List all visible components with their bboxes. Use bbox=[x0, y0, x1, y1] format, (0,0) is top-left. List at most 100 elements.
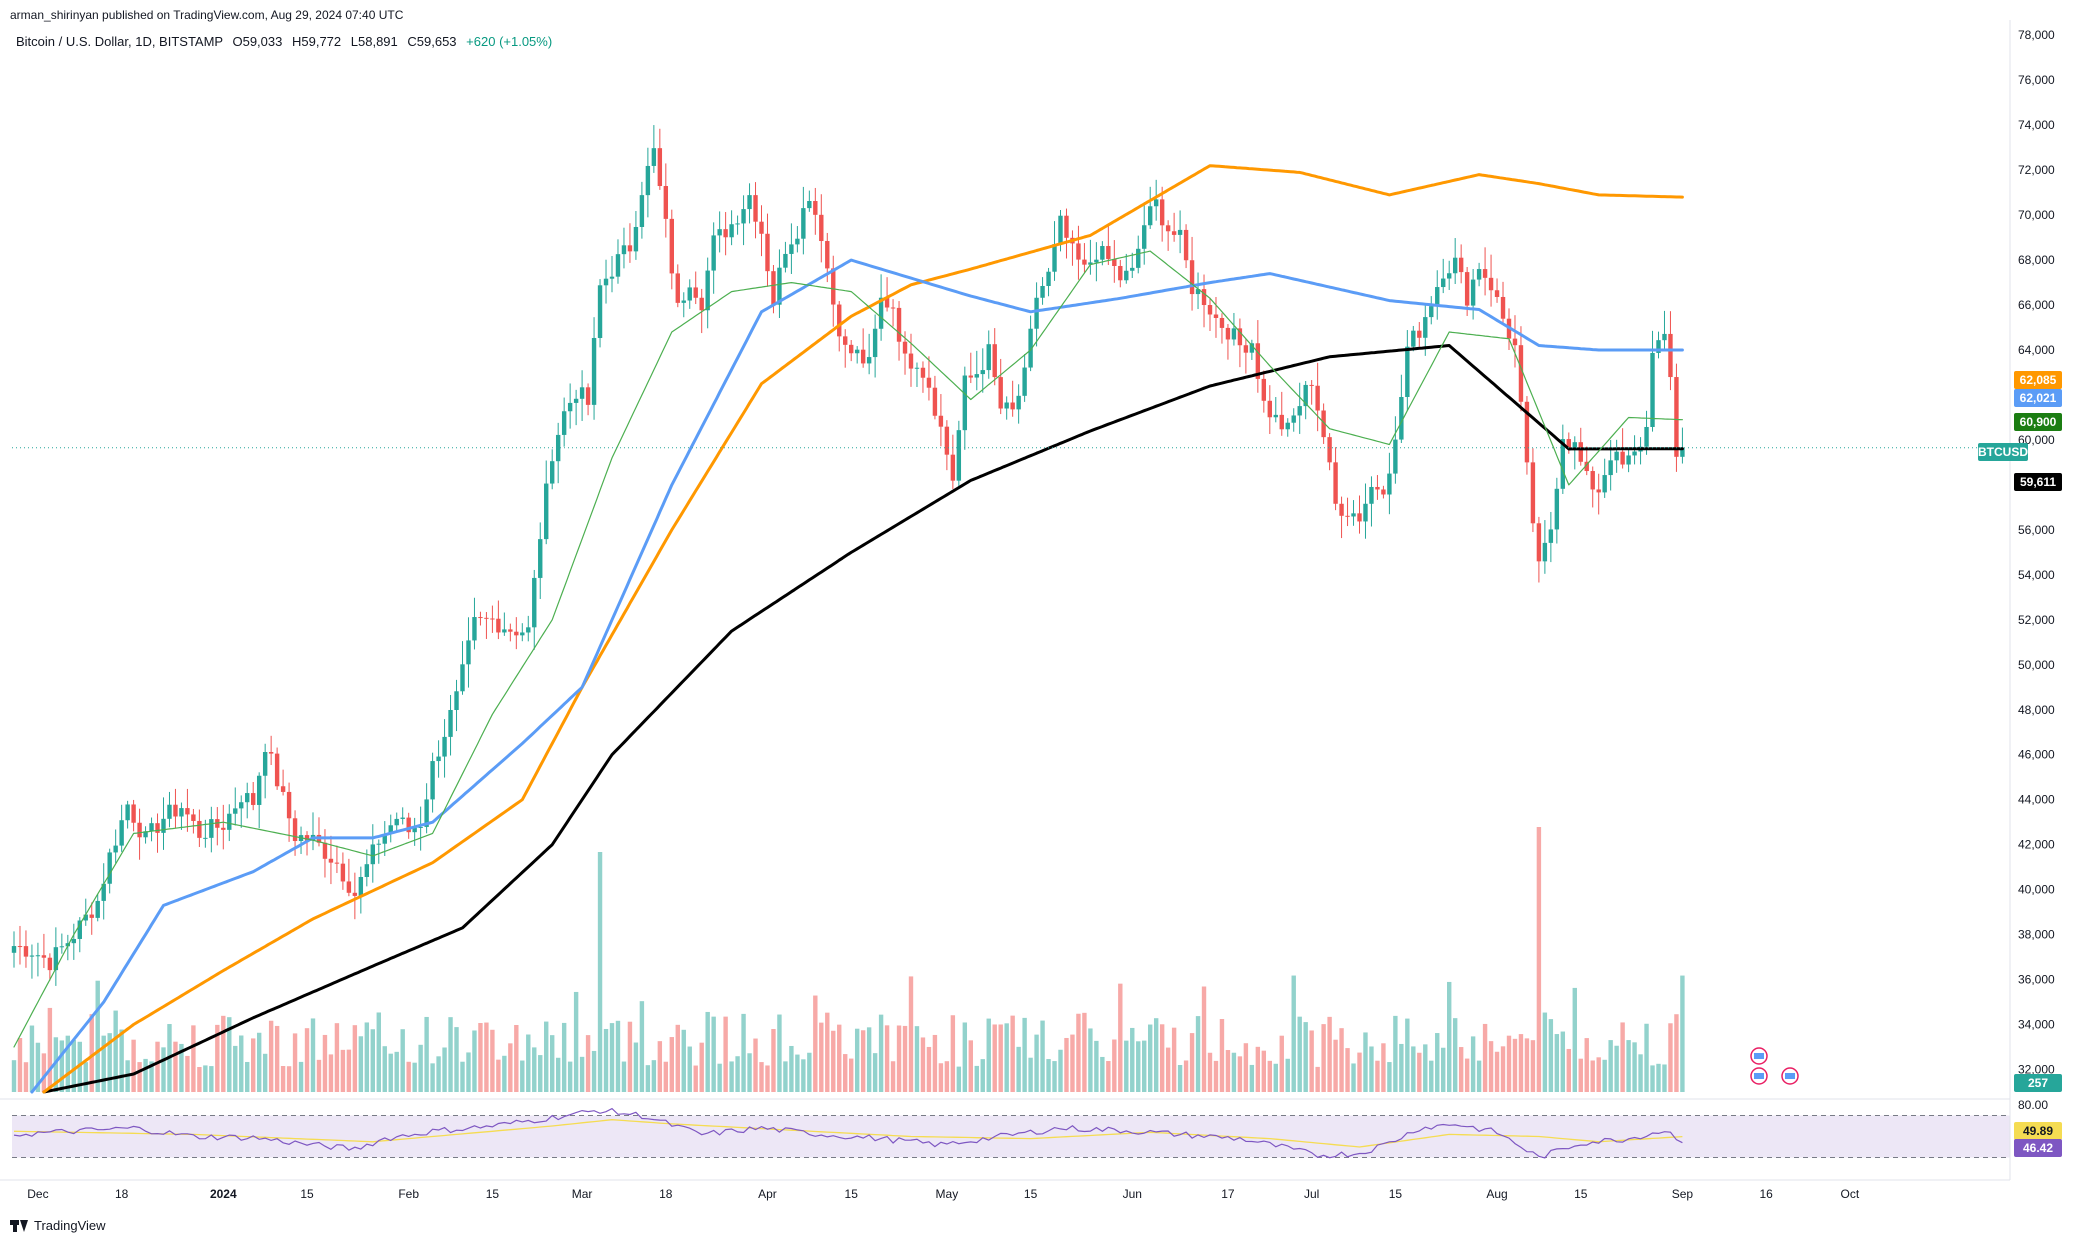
candle-body bbox=[286, 791, 292, 819]
volume-bar bbox=[675, 1024, 680, 1092]
candle-body bbox=[825, 241, 830, 269]
price-axis[interactable]: 78,000 76,000 74,000 72,000 70,000 68,000 66,0… bbox=[2009, 20, 2055, 1180]
candle-body bbox=[1231, 328, 1237, 340]
candle-body bbox=[1650, 352, 1655, 427]
volume-bar bbox=[376, 1012, 381, 1092]
volume-bar bbox=[41, 1053, 47, 1092]
volume-bar bbox=[837, 1024, 842, 1092]
candle-body bbox=[59, 946, 65, 948]
volume-bar bbox=[908, 976, 914, 1092]
candle-body bbox=[741, 209, 746, 224]
candle-body bbox=[1357, 513, 1362, 522]
candle-body bbox=[561, 411, 567, 435]
volume-bar bbox=[1626, 1040, 1631, 1092]
volume-bar bbox=[382, 1046, 387, 1092]
price-label: 62,085 bbox=[2020, 373, 2057, 387]
candle-body bbox=[896, 307, 902, 342]
volume-bar bbox=[795, 1054, 800, 1092]
time-axis[interactable]: Dec 18 2024 15 Feb 15 Mar 18 Apr 15 May 15 Jun 17 Jul 1… bbox=[0, 1179, 2010, 1201]
candle-body bbox=[639, 195, 645, 227]
volume-bar bbox=[1620, 1022, 1625, 1092]
candle-body bbox=[251, 793, 256, 805]
candle-body bbox=[920, 367, 926, 378]
price-tick: 38,000 bbox=[2018, 928, 2055, 942]
candle-body bbox=[908, 353, 914, 369]
candle-body bbox=[155, 823, 160, 833]
volume-bar bbox=[496, 1059, 501, 1092]
price-tick: 36,000 bbox=[2018, 973, 2055, 987]
high-value: H59,772 bbox=[291, 34, 342, 49]
volume-bar bbox=[1488, 1041, 1494, 1092]
candle-body bbox=[717, 229, 722, 236]
volume-bar bbox=[1357, 1052, 1362, 1092]
candle-body bbox=[460, 664, 465, 692]
volume-bar bbox=[262, 1053, 268, 1092]
candle-body bbox=[71, 938, 76, 944]
candle-body bbox=[364, 864, 370, 877]
published-by: arman_shirinyan published on TradingView… bbox=[10, 8, 404, 22]
volume-bar bbox=[514, 1025, 519, 1092]
volume-bar bbox=[1417, 1052, 1422, 1092]
volume-bar bbox=[1680, 975, 1685, 1092]
event-icons[interactable] bbox=[1750, 1047, 1799, 1085]
candle-body bbox=[538, 539, 543, 578]
volume-bar bbox=[179, 1043, 184, 1092]
volume-bar bbox=[1608, 1040, 1613, 1092]
candle-body bbox=[161, 818, 166, 833]
volume-bar bbox=[1153, 1018, 1159, 1092]
time-tick: 15 bbox=[486, 1187, 500, 1201]
volume-bar bbox=[813, 995, 818, 1092]
volume-bar bbox=[1136, 1041, 1141, 1092]
candle-body bbox=[1452, 257, 1458, 274]
candle-body bbox=[1620, 451, 1625, 465]
candle-body bbox=[1303, 384, 1308, 407]
candle-body bbox=[831, 268, 836, 305]
candle-body bbox=[1447, 273, 1452, 279]
volume-bar bbox=[1435, 1033, 1440, 1092]
candle-body bbox=[1273, 414, 1278, 418]
candle-body bbox=[346, 881, 352, 893]
candle-body bbox=[490, 618, 495, 620]
volume-bar bbox=[992, 1024, 997, 1092]
volume-bar bbox=[1249, 1064, 1255, 1092]
volume-bar bbox=[227, 1017, 232, 1092]
candle-body bbox=[29, 955, 35, 957]
volume-bar bbox=[1058, 1049, 1063, 1092]
candle-body bbox=[352, 892, 358, 896]
candle-body bbox=[1315, 385, 1320, 411]
candle-body bbox=[759, 221, 764, 234]
volume-bar bbox=[1656, 1063, 1661, 1092]
volume-bar bbox=[1022, 1017, 1027, 1092]
volume-bar bbox=[854, 1028, 860, 1092]
volume-bar bbox=[801, 1059, 806, 1092]
candle-body bbox=[1542, 542, 1548, 562]
volume-bar bbox=[1183, 1060, 1189, 1092]
candle-body bbox=[962, 375, 968, 431]
candle-body bbox=[771, 271, 776, 305]
candle-body bbox=[101, 883, 106, 901]
volume-bar bbox=[1225, 1050, 1231, 1092]
candle-body bbox=[998, 377, 1003, 409]
candle-body bbox=[603, 278, 609, 286]
candle-body bbox=[669, 218, 674, 274]
candle-body bbox=[1124, 270, 1129, 281]
volume-bar bbox=[615, 1020, 621, 1092]
time-tick: 16 bbox=[1759, 1187, 1773, 1201]
volume-bar bbox=[310, 1018, 316, 1092]
time-tick: May bbox=[936, 1187, 959, 1201]
volume-bar bbox=[1464, 1058, 1470, 1092]
volume-bar bbox=[245, 1061, 250, 1092]
volume-bar bbox=[1632, 1042, 1637, 1092]
volume-bar bbox=[292, 1033, 298, 1092]
volume-bar bbox=[1411, 1046, 1416, 1092]
footer-brand[interactable]: TradingView bbox=[10, 1218, 106, 1233]
candle-body bbox=[675, 273, 680, 303]
candle-body bbox=[1488, 277, 1494, 291]
candle-body bbox=[292, 818, 298, 842]
candle-body bbox=[35, 955, 41, 957]
candle-body bbox=[1148, 206, 1153, 226]
volume-bar bbox=[1255, 1046, 1261, 1092]
candle-body bbox=[53, 947, 59, 971]
volume-bar bbox=[460, 1061, 465, 1092]
